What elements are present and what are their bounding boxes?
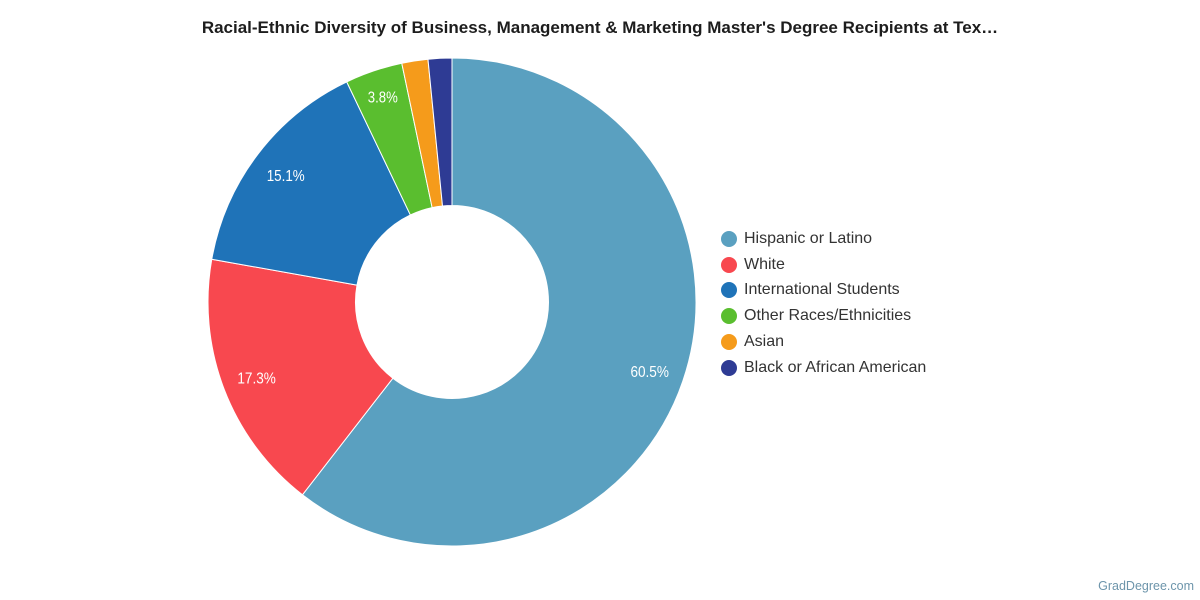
svg-text:17.3%: 17.3% xyxy=(237,370,276,387)
svg-text:3.8%: 3.8% xyxy=(368,90,398,107)
svg-text:60.5%: 60.5% xyxy=(630,364,669,381)
svg-text:15.1%: 15.1% xyxy=(267,168,305,185)
